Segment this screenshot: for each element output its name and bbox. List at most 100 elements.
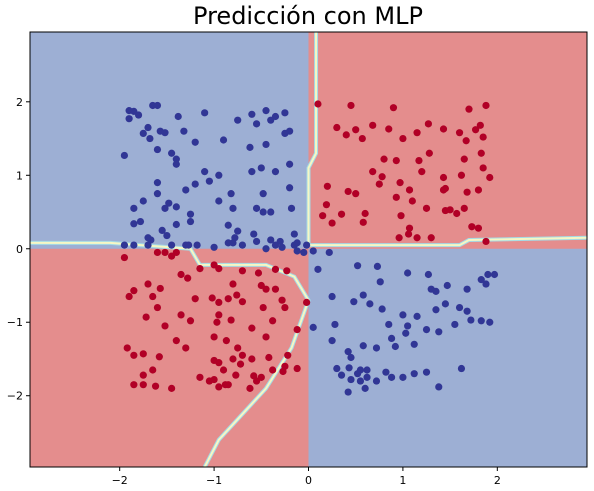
blue-point <box>432 287 440 295</box>
blue-point <box>455 303 464 312</box>
blue-point <box>399 373 407 381</box>
red-point <box>465 105 473 113</box>
red-point <box>344 187 352 196</box>
red-point <box>215 298 223 307</box>
blue-point <box>402 329 410 337</box>
red-point <box>215 265 223 273</box>
blue-point <box>344 348 352 356</box>
red-point <box>177 270 185 279</box>
blue-point <box>174 112 182 121</box>
red-point <box>369 121 377 129</box>
red-point <box>184 274 192 282</box>
blue-point <box>271 168 280 176</box>
blue-point <box>153 179 162 187</box>
red-point <box>446 206 454 214</box>
blue-point <box>130 241 138 249</box>
red-point <box>477 149 485 157</box>
blue-point <box>205 177 213 185</box>
y-tick-label: 0 <box>16 243 23 256</box>
blue-point <box>391 342 399 351</box>
red-point <box>319 212 327 220</box>
blue-point <box>293 247 301 255</box>
blue-point <box>347 375 355 384</box>
blue-point <box>172 220 180 229</box>
blue-point <box>134 111 143 119</box>
red-point <box>257 373 265 381</box>
blue-point <box>387 373 396 381</box>
red-region-top-right <box>308 32 587 249</box>
red-point <box>405 224 414 232</box>
blue-point <box>246 143 254 151</box>
blue-point <box>410 370 418 378</box>
blue-point <box>191 138 199 146</box>
red-point <box>413 129 421 137</box>
blue-point <box>331 320 339 329</box>
red-point <box>149 366 157 374</box>
red-point <box>156 284 164 293</box>
red-point <box>342 131 350 139</box>
red-point <box>389 104 398 112</box>
red-point <box>182 344 190 352</box>
red-point <box>153 248 162 257</box>
red-point <box>215 383 223 391</box>
red-point <box>151 382 160 390</box>
red-point <box>248 324 256 332</box>
blue-point <box>165 199 173 207</box>
blue-point <box>144 234 152 242</box>
red-point <box>177 311 185 319</box>
blue-point <box>201 168 209 176</box>
blue-point <box>180 127 188 135</box>
blue-point <box>404 322 412 330</box>
red-point <box>424 120 432 128</box>
blue-point <box>262 140 270 149</box>
scatter-points <box>120 100 499 396</box>
chart-title: Predicción con MLP <box>193 2 423 30</box>
blue-point <box>229 239 237 247</box>
blue-point <box>153 190 162 198</box>
blue-point <box>227 190 235 198</box>
red-point <box>463 188 471 196</box>
blue-point <box>262 107 270 115</box>
blue-point <box>484 270 492 279</box>
red-point <box>236 360 245 368</box>
blue-point <box>158 226 166 234</box>
blue-point <box>361 384 369 392</box>
blue-point <box>182 241 190 249</box>
blue-point <box>130 204 138 212</box>
blue-point <box>286 184 294 192</box>
red-point <box>404 230 413 238</box>
blue-point <box>345 364 353 372</box>
blue-point <box>186 210 195 218</box>
red-point <box>395 234 403 242</box>
blue-point <box>432 306 440 314</box>
red-point <box>281 362 289 370</box>
blue-point <box>451 320 459 329</box>
red-point <box>229 355 237 363</box>
red-point <box>161 248 169 257</box>
blue-point <box>219 136 228 144</box>
blue-point <box>363 373 371 381</box>
red-point <box>259 303 267 312</box>
blue-point <box>136 217 145 226</box>
blue-point <box>328 337 336 345</box>
blue-point <box>215 171 223 179</box>
blue-point <box>191 180 199 188</box>
blue-point <box>267 208 275 216</box>
y-tick-label: −2 <box>7 390 23 403</box>
red-point <box>460 204 468 212</box>
red-point <box>375 180 383 188</box>
blue-point <box>347 353 355 362</box>
red-point <box>352 190 360 198</box>
red-point <box>460 155 468 163</box>
red-point <box>227 316 235 324</box>
red-point <box>142 313 150 321</box>
blue-point <box>372 344 381 352</box>
red-point <box>347 101 355 110</box>
red-point <box>281 303 289 312</box>
red-point <box>462 137 470 145</box>
blue-point <box>399 311 407 319</box>
red-point <box>215 311 223 319</box>
blue-point <box>120 151 129 160</box>
y-tick-label: −1 <box>7 316 23 329</box>
